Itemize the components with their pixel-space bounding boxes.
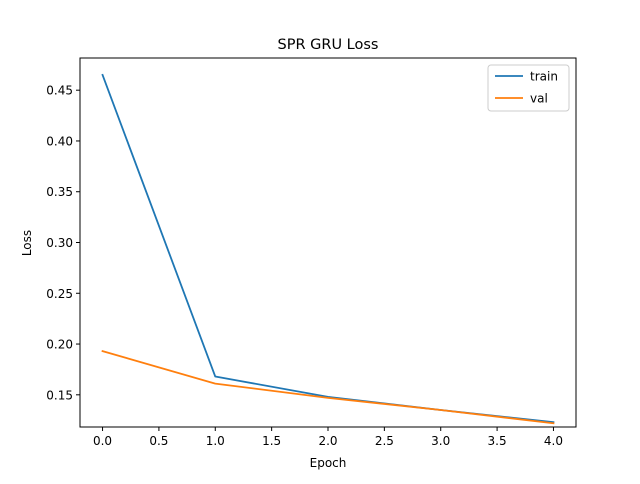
y-tick-label: 0.15 — [46, 388, 73, 402]
legend-train-label: train — [530, 70, 558, 84]
legend: train val — [487, 64, 570, 112]
x-tick-label: 3.0 — [431, 434, 450, 448]
plot-area — [101, 73, 555, 425]
y-axis-label: Loss — [20, 230, 34, 256]
x-axis: 0.0 0.5 1.0 1.5 2.0 2.5 3.0 3.5 4.0 — [93, 427, 563, 448]
legend-val-label: val — [530, 92, 548, 106]
x-axis-label: Epoch — [310, 456, 347, 470]
chart-title: SPR GRU Loss — [278, 37, 379, 53]
x-tick-label: 2.0 — [318, 434, 337, 448]
y-tick-label: 0.30 — [46, 236, 73, 250]
y-tick-label: 0.35 — [46, 185, 73, 199]
y-tick-label: 0.40 — [46, 134, 73, 148]
x-tick-label: 1.0 — [206, 434, 225, 448]
x-tick-label: 3.5 — [488, 434, 507, 448]
x-tick-label: 0.5 — [149, 434, 168, 448]
x-tick-label: 0.0 — [93, 434, 112, 448]
y-tick-label: 0.45 — [46, 84, 73, 98]
x-tick-label: 1.5 — [262, 434, 281, 448]
axes-frame — [79, 57, 577, 428]
y-tick-label: 0.20 — [46, 338, 73, 352]
y-axis: 0.15 0.20 0.25 0.30 0.35 0.40 0.45 — [46, 84, 80, 402]
y-tick-label: 0.25 — [46, 287, 73, 301]
val-series-line — [101, 350, 555, 425]
x-tick-label: 4.0 — [544, 434, 563, 448]
x-tick-label: 2.5 — [375, 434, 394, 448]
